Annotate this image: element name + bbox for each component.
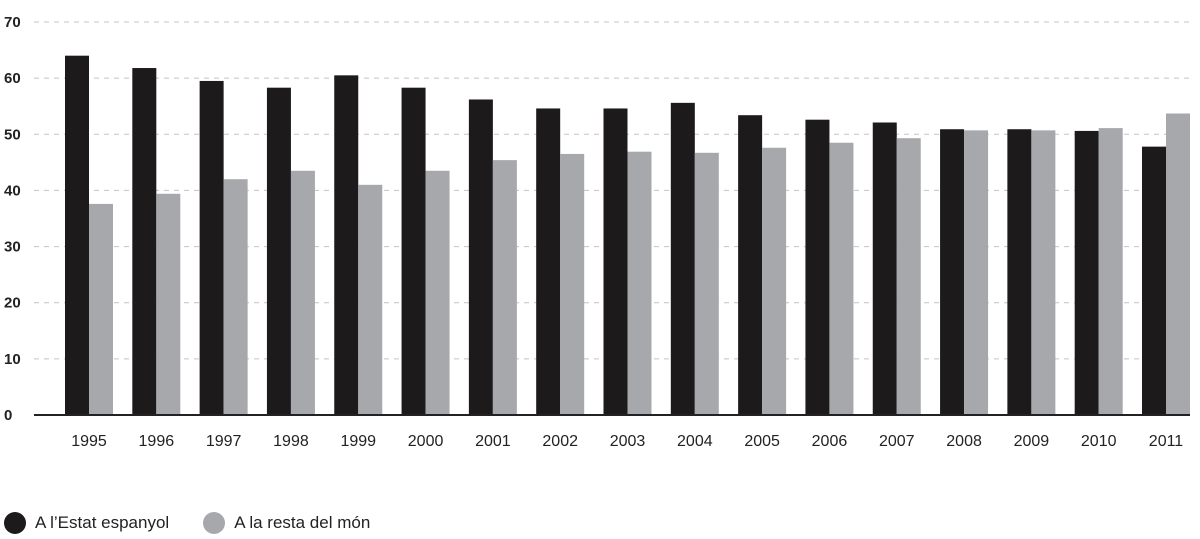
bar-estat bbox=[1007, 129, 1032, 416]
y-tick-label: 50 bbox=[4, 126, 21, 143]
bar-estat bbox=[1074, 130, 1099, 415]
x-tick-label: 2002 bbox=[542, 433, 578, 450]
x-tick-label: 1996 bbox=[139, 433, 175, 450]
bar-resta bbox=[829, 142, 854, 415]
x-tick-label: 1998 bbox=[273, 433, 309, 450]
y-axis-ticks: 0 10 20 30 40 50 60 70 bbox=[4, 14, 21, 424]
bar-estat bbox=[199, 80, 224, 415]
bar-resta bbox=[156, 193, 181, 415]
x-tick-label: 2003 bbox=[610, 433, 646, 450]
x-tick-label: 2000 bbox=[408, 433, 444, 450]
bar-resta bbox=[1098, 128, 1123, 416]
bar-resta bbox=[896, 138, 921, 416]
bar-estat bbox=[940, 129, 965, 416]
bar-estat bbox=[603, 108, 628, 416]
x-tick-label: 2005 bbox=[744, 433, 780, 450]
bars bbox=[65, 55, 1190, 416]
y-tick-label: 0 bbox=[4, 407, 12, 424]
x-tick-label: 2010 bbox=[1081, 433, 1117, 450]
bar-resta bbox=[964, 130, 989, 415]
legend-label-resta: A la resta del món bbox=[234, 513, 371, 532]
bar-estat bbox=[1142, 146, 1166, 415]
bar-estat bbox=[266, 87, 291, 416]
y-tick-label: 40 bbox=[4, 182, 21, 199]
bar-estat bbox=[670, 102, 695, 416]
bar-estat bbox=[132, 68, 157, 415]
bar-estat bbox=[65, 55, 89, 415]
x-tick-label: 1999 bbox=[340, 433, 376, 450]
bar-resta bbox=[492, 160, 517, 415]
bar-resta bbox=[1031, 130, 1056, 415]
bar-resta bbox=[425, 170, 450, 415]
x-tick-label: 2007 bbox=[879, 433, 915, 450]
bar-chart-svg: 0 10 20 30 40 50 60 70 1995 1996 1997 1998 1999 2000… bbox=[4, 14, 1190, 450]
bar-resta bbox=[627, 151, 652, 415]
legend-item-estat: A l’Estat espanyol bbox=[4, 512, 169, 534]
x-tick-label: 2006 bbox=[812, 433, 848, 450]
bar-resta bbox=[358, 184, 383, 415]
bar-estat bbox=[334, 75, 359, 415]
y-tick-label: 70 bbox=[4, 14, 21, 31]
bar-resta bbox=[762, 147, 787, 415]
bar-resta bbox=[1166, 113, 1190, 416]
x-tick-label: 2009 bbox=[1014, 433, 1050, 450]
x-tick-label: 2004 bbox=[677, 433, 713, 450]
x-tick-label: 2001 bbox=[475, 433, 511, 450]
bar-estat bbox=[536, 108, 561, 416]
bar-resta bbox=[223, 179, 248, 415]
y-tick-label: 10 bbox=[4, 351, 21, 368]
bar-resta bbox=[694, 152, 719, 415]
legend-swatch-estat bbox=[4, 512, 26, 534]
bar-resta bbox=[560, 153, 585, 415]
x-tick-label: 1997 bbox=[206, 433, 242, 450]
x-axis-ticks: 1995 1996 1997 1998 1999 2000 2001 2002 2003 2004… bbox=[71, 433, 1183, 450]
x-tick-label: 2011 bbox=[1149, 433, 1184, 450]
bar-resta bbox=[89, 203, 113, 415]
bar-estat bbox=[805, 119, 830, 415]
bar-estat bbox=[401, 87, 426, 416]
bar-estat bbox=[872, 122, 897, 415]
legend-swatch-resta bbox=[203, 512, 226, 534]
y-tick-label: 20 bbox=[4, 295, 21, 312]
x-tick-label: 2008 bbox=[946, 433, 982, 450]
bar-estat bbox=[468, 99, 493, 415]
y-tick-label: 30 bbox=[4, 239, 21, 256]
y-tick-label: 60 bbox=[4, 70, 21, 87]
bar-resta bbox=[290, 170, 315, 415]
legend-item-resta: A la resta del món bbox=[203, 512, 370, 534]
legend-label-estat: A l’Estat espanyol bbox=[35, 513, 170, 532]
legend: A l’Estat espanyol A la resta del món bbox=[4, 512, 370, 534]
bar-estat bbox=[738, 115, 763, 415]
x-tick-label: 1995 bbox=[71, 433, 107, 450]
